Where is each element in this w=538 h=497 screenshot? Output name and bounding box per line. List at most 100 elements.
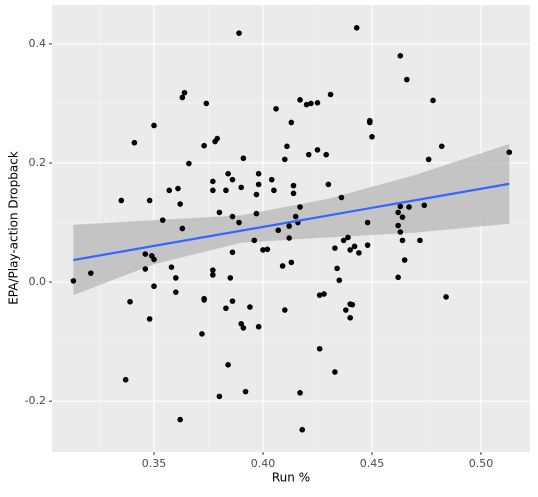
- point: [321, 291, 327, 297]
- point: [327, 91, 334, 98]
- point: [281, 156, 288, 163]
- point: [290, 190, 297, 197]
- point: [397, 229, 404, 235]
- point: [417, 237, 423, 244]
- point: [247, 304, 253, 310]
- y-tick-label: 0.2: [29, 156, 47, 169]
- point: [253, 191, 260, 198]
- point: [395, 222, 401, 229]
- point: [275, 227, 282, 234]
- point: [151, 256, 157, 263]
- point: [216, 209, 223, 216]
- point: [438, 143, 445, 150]
- point: [229, 249, 236, 256]
- point: [343, 307, 349, 313]
- point: [351, 243, 358, 250]
- point: [323, 151, 330, 158]
- point: [179, 225, 186, 232]
- point: [201, 297, 207, 303]
- point: [159, 217, 166, 223]
- point: [364, 219, 371, 226]
- point: [210, 272, 216, 278]
- point: [173, 275, 179, 281]
- point: [336, 277, 343, 284]
- point: [236, 219, 242, 226]
- point: [229, 176, 236, 183]
- point: [255, 170, 262, 177]
- point: [430, 97, 436, 104]
- point: [297, 204, 303, 210]
- point: [397, 203, 404, 210]
- point: [399, 237, 406, 244]
- point: [273, 105, 279, 112]
- point: [210, 178, 216, 185]
- point: [279, 263, 286, 269]
- point: [332, 369, 338, 375]
- point: [292, 213, 299, 220]
- point: [225, 362, 231, 368]
- point: [369, 133, 375, 140]
- point: [179, 94, 186, 101]
- point: [181, 89, 188, 96]
- point: [404, 76, 410, 83]
- point: [70, 278, 77, 284]
- point: [127, 298, 133, 305]
- point: [240, 155, 247, 162]
- point: [288, 119, 295, 126]
- point: [334, 265, 340, 272]
- x-tick-label: 0.35: [142, 457, 167, 470]
- point: [290, 182, 297, 189]
- point: [255, 181, 262, 188]
- point: [395, 209, 401, 216]
- point: [349, 301, 356, 308]
- point: [122, 376, 129, 383]
- point: [229, 213, 236, 220]
- point: [314, 100, 321, 106]
- point: [399, 214, 406, 220]
- point: [264, 246, 271, 253]
- point: [347, 314, 353, 321]
- point: [506, 149, 513, 156]
- point: [316, 292, 323, 298]
- point: [406, 204, 412, 210]
- point: [146, 316, 153, 322]
- point: [297, 390, 303, 396]
- point: [305, 151, 312, 158]
- point: [308, 100, 314, 107]
- point: [87, 270, 94, 276]
- point: [288, 259, 295, 266]
- point: [227, 275, 234, 281]
- fit-line: [73, 182, 510, 262]
- point: [271, 187, 277, 194]
- x-tick-label: 0.40: [251, 457, 276, 470]
- point: [166, 187, 173, 194]
- point: [142, 251, 149, 257]
- point: [284, 143, 290, 150]
- x-axis-title: Run %: [272, 471, 310, 485]
- point: [238, 184, 244, 191]
- point: [401, 257, 408, 263]
- point: [364, 242, 371, 248]
- point: [186, 160, 192, 167]
- point: [345, 234, 351, 241]
- point: [286, 223, 292, 229]
- y-axis-title: EPA/Play-action Dropback: [7, 151, 21, 305]
- point: [210, 187, 216, 194]
- point: [297, 97, 303, 103]
- point: [242, 388, 249, 395]
- point: [316, 345, 323, 352]
- point: [229, 298, 236, 304]
- point: [332, 245, 338, 251]
- point: [251, 237, 258, 244]
- point: [173, 289, 179, 295]
- point: [240, 325, 247, 331]
- point: [281, 307, 288, 313]
- point: [303, 101, 310, 108]
- point: [338, 194, 345, 201]
- point: [142, 266, 149, 272]
- point: [299, 426, 306, 433]
- point: [177, 416, 183, 423]
- point: [177, 201, 183, 207]
- point: [347, 247, 353, 253]
- point: [260, 247, 266, 253]
